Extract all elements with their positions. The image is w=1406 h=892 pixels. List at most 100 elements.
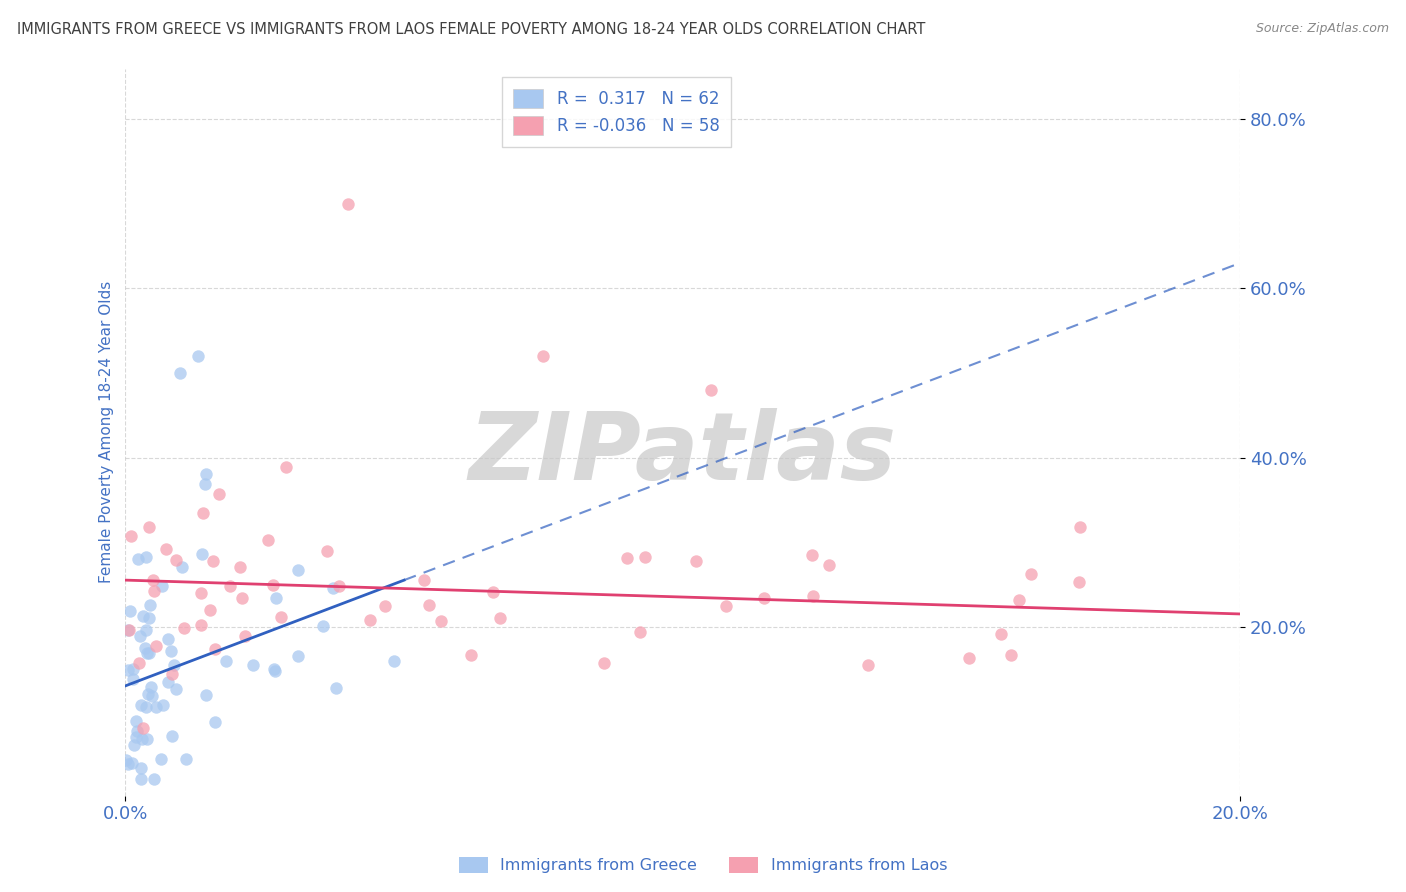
Point <box>122 672 145 686</box>
Point <box>1000 648 1022 663</box>
Point <box>202 554 225 568</box>
Point <box>242 658 264 673</box>
Point <box>413 574 436 588</box>
Point <box>128 656 150 670</box>
Point <box>141 573 163 587</box>
Legend: Immigrants from Greece, Immigrants from Laos: Immigrants from Greece, Immigrants from … <box>453 850 953 880</box>
Point <box>264 591 287 606</box>
Point <box>481 585 503 599</box>
Point <box>135 700 157 714</box>
Point <box>169 366 191 380</box>
Point <box>616 550 638 565</box>
Point <box>156 632 179 647</box>
Point <box>136 687 159 701</box>
Point <box>990 627 1012 641</box>
Point <box>122 738 145 752</box>
Point <box>316 544 339 558</box>
Point <box>139 598 162 612</box>
Point <box>685 554 707 568</box>
Point <box>125 723 148 738</box>
Legend: R =  0.317   N = 62, R = -0.036   N = 58: R = 0.317 N = 62, R = -0.036 N = 58 <box>502 77 731 147</box>
Point <box>429 614 451 628</box>
Point <box>155 541 177 556</box>
Point <box>163 657 186 672</box>
Point <box>215 654 238 668</box>
Point <box>129 698 152 712</box>
Point <box>818 558 841 572</box>
Point <box>160 729 183 743</box>
Point <box>957 650 980 665</box>
Text: Source: ZipAtlas.com: Source: ZipAtlas.com <box>1256 22 1389 36</box>
Point <box>157 675 180 690</box>
Point <box>714 599 737 613</box>
Point <box>858 658 880 673</box>
Point <box>194 689 217 703</box>
Point <box>1019 566 1042 581</box>
Point <box>121 756 143 771</box>
Point <box>628 624 651 639</box>
Point <box>533 349 555 363</box>
Point <box>634 550 657 565</box>
Point <box>131 732 153 747</box>
Point <box>218 579 240 593</box>
Point <box>129 629 152 643</box>
Point <box>129 772 152 786</box>
Point <box>142 772 165 786</box>
Point <box>382 654 405 668</box>
Point <box>125 731 148 745</box>
Point <box>263 661 285 675</box>
Point <box>228 559 250 574</box>
Point <box>117 623 139 637</box>
Point <box>262 578 284 592</box>
Point <box>117 757 139 772</box>
Point <box>801 548 824 562</box>
Point <box>359 614 381 628</box>
Point <box>165 681 187 696</box>
Point <box>122 662 145 676</box>
Point <box>488 611 510 625</box>
Point <box>173 621 195 635</box>
Point <box>170 560 193 574</box>
Point <box>136 647 159 661</box>
Point <box>208 487 231 501</box>
Point <box>152 579 174 593</box>
Point <box>325 681 347 695</box>
Point <box>1069 575 1091 590</box>
Point <box>125 714 148 728</box>
Point <box>418 599 440 613</box>
Point <box>374 599 396 613</box>
Point <box>120 604 142 618</box>
Point <box>311 619 333 633</box>
Point <box>141 689 163 703</box>
Text: ZIPatlas: ZIPatlas <box>468 408 897 500</box>
Point <box>132 721 155 735</box>
Point <box>190 586 212 600</box>
Point <box>176 751 198 765</box>
Point <box>287 649 309 664</box>
Point <box>129 761 152 775</box>
Point <box>138 611 160 625</box>
Point <box>204 714 226 729</box>
Point <box>328 579 350 593</box>
Point <box>132 609 155 624</box>
Point <box>287 563 309 577</box>
Point <box>115 753 138 767</box>
Point <box>264 665 287 679</box>
Point <box>270 609 292 624</box>
Point <box>165 553 187 567</box>
Point <box>752 591 775 605</box>
Point <box>191 506 214 520</box>
Point <box>138 646 160 660</box>
Point <box>801 590 824 604</box>
Point <box>460 648 482 662</box>
Point <box>1069 520 1091 534</box>
Point <box>160 666 183 681</box>
Point <box>152 698 174 712</box>
Point <box>138 520 160 534</box>
Point <box>135 623 157 637</box>
Point <box>127 552 149 566</box>
Point <box>190 618 212 632</box>
Point <box>145 639 167 653</box>
Point <box>322 581 344 595</box>
Point <box>337 196 360 211</box>
